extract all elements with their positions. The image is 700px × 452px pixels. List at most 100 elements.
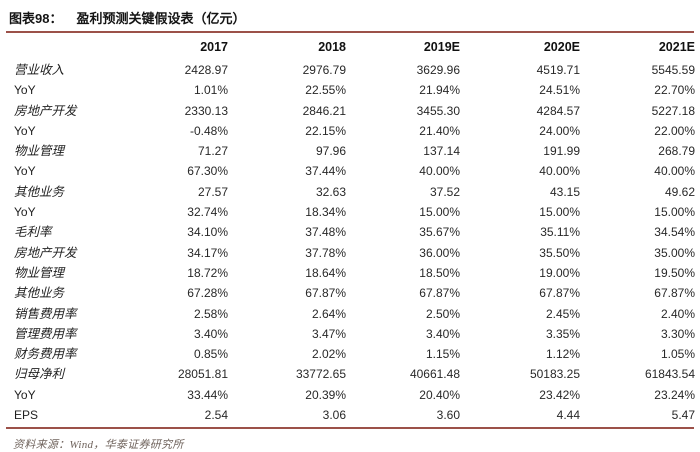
value-cell: 37.48% (305, 225, 346, 240)
value-cell: 3.40% (425, 326, 460, 341)
value-cell: 191.99 (543, 144, 580, 159)
value-cell: 23.24% (654, 387, 695, 402)
table-row: 房地产开发 2330.13 2846.21 3455.30 4284.57 5227.18 (0, 101, 695, 121)
value-cell: 2.02% (311, 347, 346, 362)
value-cell: 33772.65 (295, 367, 346, 382)
value-cell: 33.44% (187, 387, 228, 402)
row-label-cell: 其他业务 (14, 286, 65, 301)
figure-header: 图表98： 盈利预测关键假设表（亿元） (0, 0, 700, 31)
value-cell: 23.42% (539, 387, 580, 402)
value-cell: 40.00% (419, 164, 460, 179)
row-label-cell: YoY (14, 164, 36, 179)
value-cell: 71.27 (197, 144, 228, 159)
value-cell: 2.64% (311, 306, 346, 321)
value-cell: 97.96 (315, 144, 346, 159)
row-label-cell: 销售费用率 (14, 306, 77, 321)
value-cell: 15.00% (539, 205, 580, 220)
value-cell: 137.14 (423, 144, 460, 159)
value-cell: 2330.13 (184, 103, 228, 118)
table-row: 物业管理 18.72% 18.64% 18.50% 19.00% 19.50% (0, 263, 695, 283)
value-cell: 67.87% (419, 286, 460, 301)
value-cell: 35.11% (540, 225, 580, 240)
value-cell: 15.00% (419, 205, 460, 220)
value-cell: 3.60 (436, 408, 460, 423)
column-header-2019e: 2019E (423, 40, 460, 54)
value-cell: 36.00% (419, 245, 460, 260)
value-cell: 40661.48 (409, 367, 460, 382)
value-cell: 2976.79 (302, 63, 346, 77)
row-label-cell: 管理费用率 (14, 326, 77, 341)
value-cell: 67.87% (539, 286, 580, 301)
value-cell: 1.01% (193, 83, 228, 98)
value-cell: 37.78% (305, 245, 346, 260)
value-cell: 20.40% (419, 387, 460, 402)
value-cell: 34.17% (187, 245, 228, 260)
table-row: YoY 67.30% 37.44% 40.00% 40.00% 40.00% (0, 161, 695, 181)
value-cell: 67.87% (305, 286, 346, 301)
value-cell: 2.45% (545, 306, 580, 321)
value-cell: 4.44 (556, 408, 580, 423)
value-cell: 32.74% (187, 205, 228, 220)
row-label-cell: 房地产开发 (14, 103, 77, 118)
table-row: 房地产开发 34.17% 37.78% 36.00% 35.50% 35.00% (0, 243, 695, 263)
value-cell: 3.35% (545, 326, 580, 341)
value-cell: 37.52 (429, 184, 460, 199)
value-cell: 15.00% (654, 205, 695, 220)
table-row: YoY 1.01% 22.55% 21.94% 24.51% 22.70% (0, 80, 695, 100)
value-cell: 3.47% (311, 326, 346, 341)
value-cell: 18.64% (305, 265, 346, 280)
table-row: 销售费用率 2.58% 2.64% 2.50% 2.45% 2.40% (0, 304, 695, 324)
value-cell: 1.05% (660, 347, 695, 362)
value-cell: 3.40% (193, 326, 228, 341)
value-cell: 40.00% (539, 164, 580, 179)
value-cell: 67.28% (187, 286, 228, 301)
figure-number: 图表98： (9, 11, 63, 26)
value-cell: 35.67% (419, 225, 460, 240)
row-label-cell: EPS (14, 408, 39, 423)
value-cell: 0.85% (193, 347, 228, 362)
column-header-2021e: 2021E (658, 40, 695, 54)
table-row: 归母净利 28051.81 33772.65 40661.48 50183.25 6184… (0, 364, 695, 384)
assumptions-table: 2017 2018 2019E 2020E 2021E 营业收入 2428.97 2976.… (0, 34, 695, 425)
table-header-row: 2017 2018 2019E 2020E 2021E (0, 34, 695, 60)
value-cell: 43.15 (549, 184, 580, 199)
row-label-cell: 其他业务 (14, 184, 65, 199)
value-cell: 34.54% (654, 225, 695, 240)
value-cell: 2846.21 (302, 103, 346, 118)
value-cell: 27.57 (197, 184, 228, 199)
table-row: YoY 32.74% 18.34% 15.00% 15.00% 15.00% (0, 202, 695, 222)
row-label-cell: YoY (14, 387, 36, 402)
table-row: 营业收入 2428.97 2976.79 3629.96 4519.71 5545.59 (0, 60, 695, 80)
figure-title: 盈利预测关键假设表（亿元） (76, 11, 246, 26)
value-cell: 268.79 (658, 144, 695, 159)
row-label-cell: 毛利率 (14, 225, 52, 240)
value-cell: 49.62 (664, 184, 695, 199)
value-cell: 67.30% (187, 164, 228, 179)
value-cell: 3.30% (660, 326, 695, 341)
value-cell: 28051.81 (177, 367, 228, 382)
value-cell: 32.63 (315, 184, 346, 199)
value-cell: 1.15% (425, 347, 460, 362)
row-label-cell: 物业管理 (14, 265, 65, 280)
value-cell: 22.00% (654, 123, 695, 138)
table-row: YoY 33.44% 20.39% 20.40% 23.42% 23.24% (0, 385, 695, 405)
value-cell: 18.50% (419, 265, 460, 280)
value-cell: 2.58% (193, 306, 228, 321)
value-cell: 24.00% (539, 123, 580, 138)
value-cell: 67.87% (654, 286, 695, 301)
value-cell: 19.50% (654, 265, 695, 280)
table-row: 管理费用率 3.40% 3.47% 3.40% 3.35% 3.30% (0, 324, 695, 344)
value-cell: 4284.57 (536, 103, 580, 118)
value-cell: 21.40% (419, 123, 460, 138)
row-label-cell: 房地产开发 (14, 245, 77, 260)
value-cell: 2.54 (204, 408, 228, 423)
column-header-2020e: 2020E (543, 40, 580, 54)
table-row: 财务费用率 0.85% 2.02% 1.15% 1.12% 1.05% (0, 344, 695, 364)
value-cell: 5545.59 (651, 63, 695, 77)
column-header-2018: 2018 (318, 40, 346, 54)
row-label-column-header (0, 34, 115, 60)
row-label-cell: 物业管理 (14, 144, 65, 159)
row-label-cell: YoY (14, 123, 36, 138)
value-cell: 50183.25 (529, 367, 580, 382)
table-row: 其他业务 27.57 32.63 37.52 43.15 49.62 (0, 182, 695, 202)
